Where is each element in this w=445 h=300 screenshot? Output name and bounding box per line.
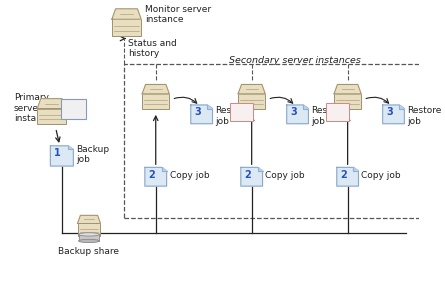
Ellipse shape	[330, 117, 344, 120]
Text: 2: 2	[340, 170, 347, 180]
Bar	[422, 103, 445, 121]
Polygon shape	[353, 167, 359, 171]
Text: 3: 3	[386, 107, 393, 117]
Polygon shape	[241, 167, 263, 186]
Ellipse shape	[65, 115, 81, 118]
Polygon shape	[287, 105, 308, 124]
Bar	[112, 19, 141, 36]
Text: Restore
job: Restore job	[407, 106, 441, 126]
Polygon shape	[142, 85, 169, 94]
Bar	[326, 103, 349, 121]
Bar	[238, 94, 265, 109]
Bar	[142, 94, 169, 109]
Polygon shape	[162, 167, 166, 171]
Text: Copy job: Copy job	[266, 171, 305, 180]
Polygon shape	[69, 146, 73, 149]
Ellipse shape	[65, 100, 81, 104]
Text: Primary
server
instance: Primary server instance	[14, 94, 53, 123]
Ellipse shape	[426, 104, 441, 107]
Text: Status and
history: Status and history	[128, 38, 177, 58]
Bar	[77, 224, 101, 236]
Bar	[125, 64, 423, 218]
Text: 2: 2	[148, 170, 155, 180]
Bar	[79, 234, 99, 241]
Bar	[65, 102, 81, 116]
Bar	[61, 100, 86, 119]
Polygon shape	[37, 99, 65, 109]
Bar	[334, 94, 361, 109]
Ellipse shape	[235, 104, 249, 107]
Ellipse shape	[426, 117, 441, 120]
Bar	[330, 106, 344, 118]
Polygon shape	[383, 105, 405, 124]
Text: 2: 2	[244, 170, 251, 180]
Polygon shape	[77, 215, 101, 223]
Polygon shape	[258, 167, 263, 171]
Bar	[426, 106, 441, 118]
Polygon shape	[191, 105, 212, 124]
Text: Copy job: Copy job	[170, 171, 209, 180]
Bar	[230, 103, 253, 121]
Polygon shape	[238, 85, 265, 94]
Text: Restore
job: Restore job	[312, 106, 346, 126]
Polygon shape	[334, 85, 361, 94]
Polygon shape	[303, 105, 308, 109]
Text: Monitor server
instance: Monitor server instance	[146, 5, 211, 25]
Bar	[37, 109, 65, 124]
Text: Backup
job: Backup job	[77, 145, 109, 164]
Polygon shape	[112, 9, 141, 19]
Text: 3: 3	[194, 107, 201, 117]
Polygon shape	[50, 146, 73, 166]
Polygon shape	[207, 105, 212, 109]
Text: 1: 1	[54, 148, 61, 158]
Text: Copy job: Copy job	[361, 171, 401, 180]
Text: Backup share: Backup share	[58, 247, 120, 256]
Text: Secondary server instances: Secondary server instances	[228, 56, 360, 65]
Text: Restore
job: Restore job	[215, 106, 250, 126]
Polygon shape	[337, 167, 359, 186]
Ellipse shape	[235, 117, 249, 120]
Ellipse shape	[79, 239, 99, 243]
Ellipse shape	[330, 104, 344, 107]
Polygon shape	[399, 105, 405, 109]
Bar	[235, 106, 249, 118]
Ellipse shape	[79, 233, 99, 236]
Polygon shape	[145, 167, 166, 186]
Text: 3: 3	[290, 107, 297, 117]
